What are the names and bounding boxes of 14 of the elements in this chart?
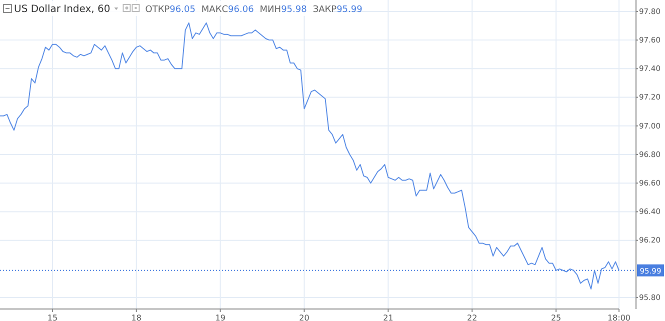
x-tick-label: 22 [467, 314, 478, 321]
x-tick-label: 15 [47, 314, 58, 321]
x-tick-label: 19 [215, 314, 226, 321]
annotation: ЗАКР95.99 [312, 5, 363, 15]
x-tick-label: 20 [299, 314, 310, 321]
annotation: ОТКР96.05 [145, 5, 196, 15]
x-tick-label: 18:00 [607, 314, 631, 321]
x-tick-label: 25 [550, 314, 562, 321]
line-series [0, 22, 620, 290]
annotation: МИН95.98 [260, 5, 308, 15]
x-tick-label: 18 [131, 314, 142, 321]
chart-title: US Dollar Index, 60 [14, 4, 110, 15]
annotation: МАКС96.06 [201, 5, 254, 15]
x-tick-label: 21 [383, 314, 394, 321]
